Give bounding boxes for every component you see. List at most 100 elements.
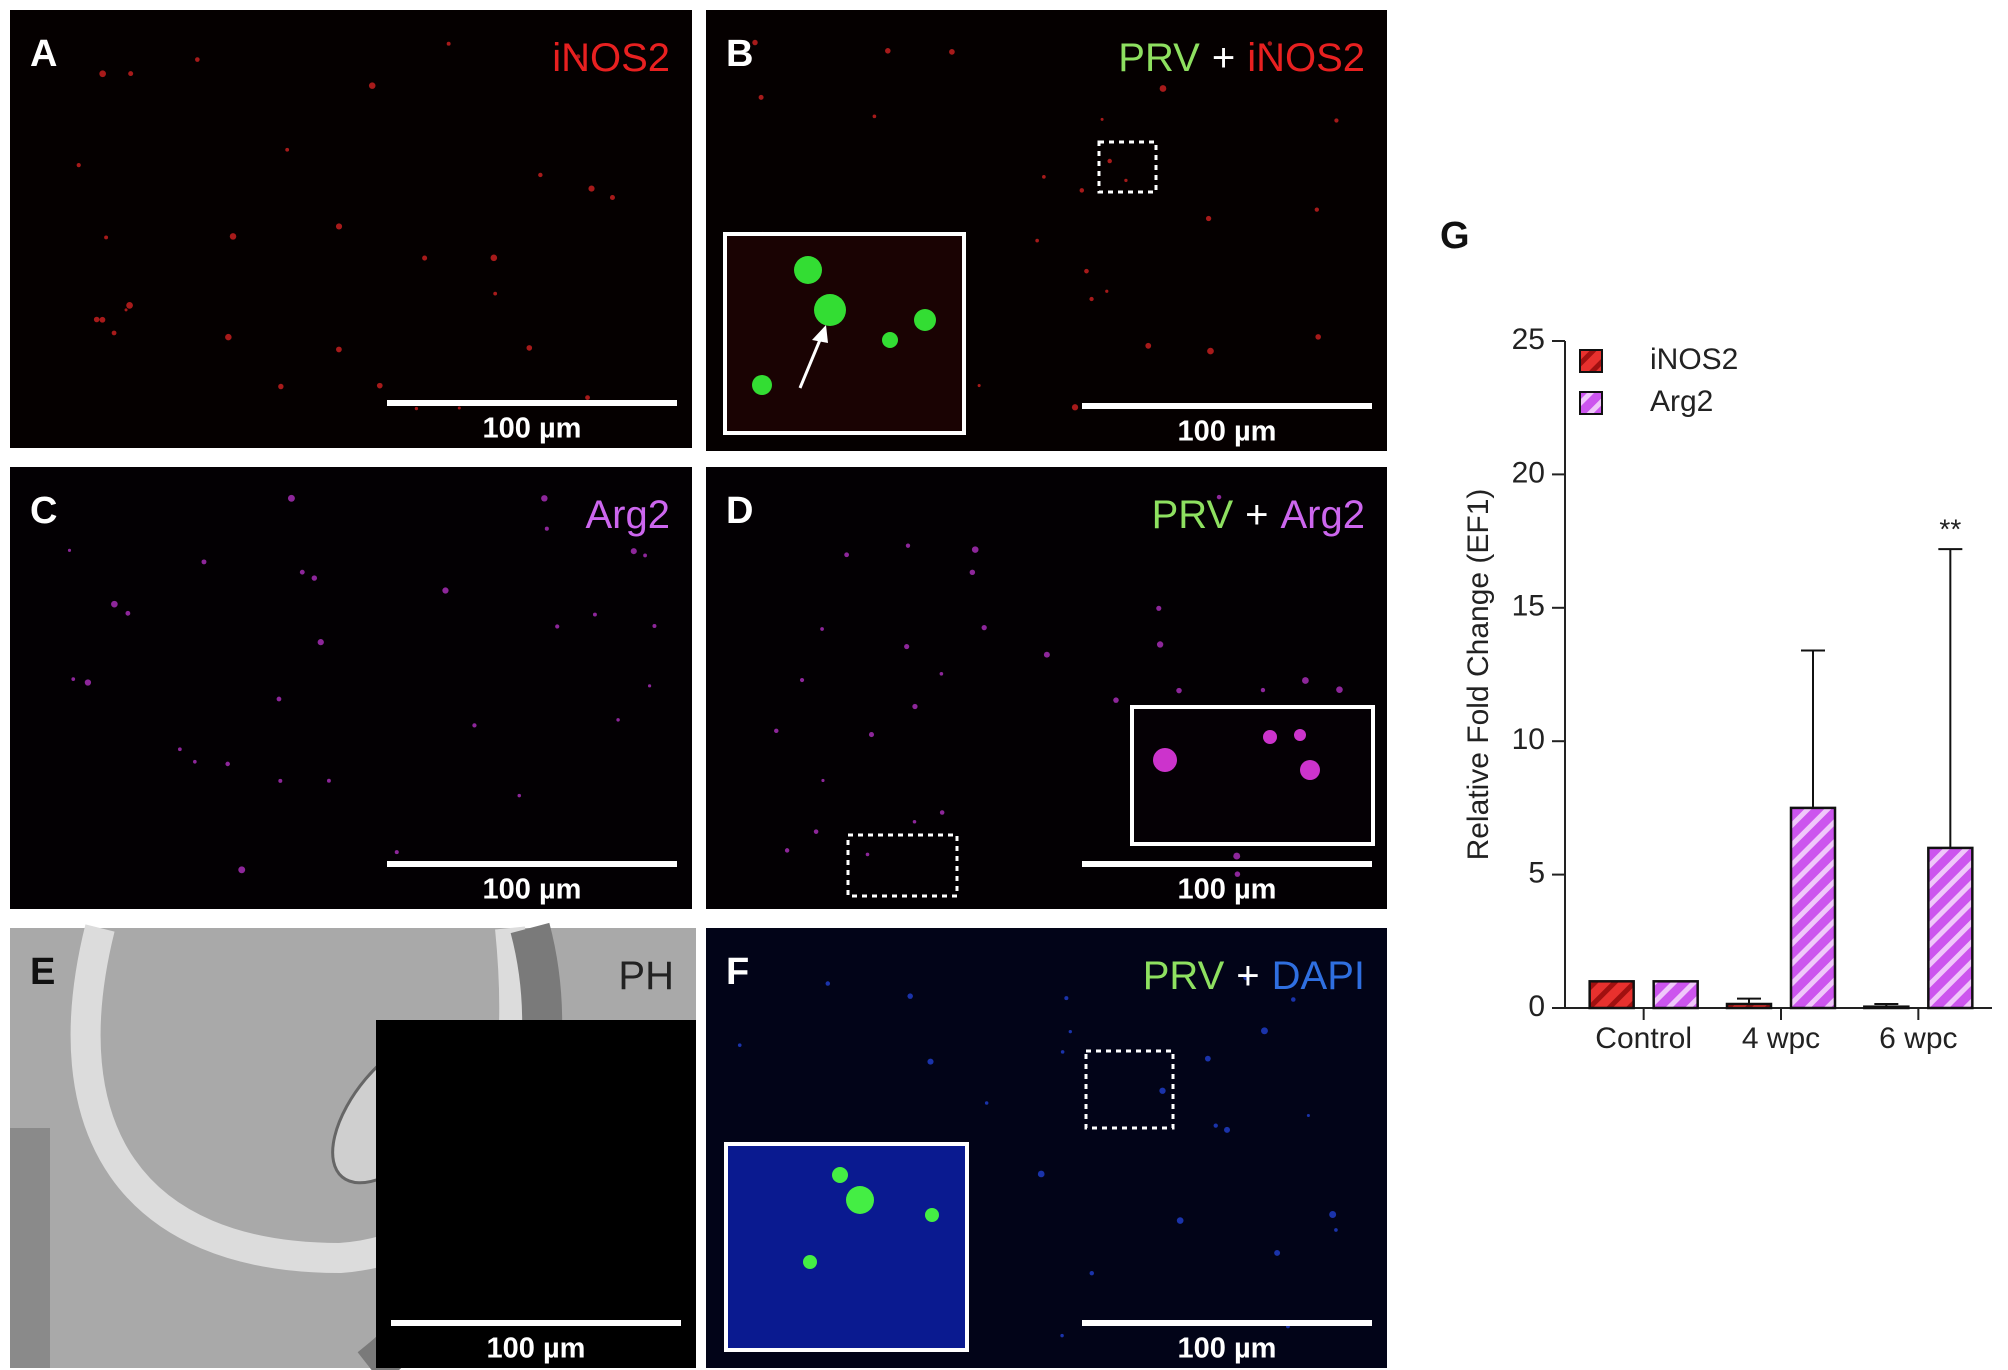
signal-dot	[229, 233, 237, 240]
channel-label-part: PRV	[1152, 493, 1234, 537]
signal-dot	[1315, 334, 1321, 340]
signal-dot	[825, 981, 831, 986]
signal-dot	[774, 728, 779, 734]
signal-dot	[1043, 651, 1050, 658]
zoom-region	[846, 833, 959, 898]
signal-dot	[912, 819, 917, 824]
inset	[723, 232, 966, 435]
scale-bar-label: 100 µm	[487, 1333, 586, 1365]
channel-label-part: +	[1245, 493, 1268, 537]
signal-dot	[905, 543, 911, 548]
signal-dot	[126, 302, 133, 309]
inset-signal	[1294, 729, 1306, 741]
signal-dot	[758, 94, 764, 100]
y-tick-label: 0	[1528, 990, 1545, 1023]
channel-label-part: iNOS2	[552, 36, 670, 80]
panel-letter: G	[1440, 215, 1470, 257]
scale-bar-label: 100 µm	[1178, 874, 1277, 906]
error-bar	[1938, 548, 1963, 848]
scale-bar-label: 100 µm	[1178, 1333, 1277, 1365]
signal-dot	[311, 575, 318, 581]
signal-dot	[336, 346, 342, 353]
signal-dot	[177, 747, 182, 752]
signal-dot	[422, 255, 428, 261]
signal-dot	[1336, 686, 1343, 693]
inset-signal	[1153, 748, 1177, 772]
signal-dot	[1064, 996, 1069, 1001]
inset-signal	[814, 294, 846, 326]
y-tick-label: 5	[1528, 857, 1545, 890]
signal-dot	[885, 48, 891, 54]
signal-dot	[588, 185, 595, 192]
error-bar	[1874, 1003, 1899, 1007]
signal-dot	[1071, 404, 1079, 411]
legend-label: iNOS2	[1650, 343, 1738, 376]
signal-dot	[111, 330, 117, 336]
signal-dot	[517, 793, 522, 798]
channel-label-part: Arg2	[1281, 493, 1366, 537]
scale-bar-label: 100 µm	[1178, 416, 1277, 448]
signal-dot	[1124, 178, 1128, 183]
panel-letter: C	[30, 490, 57, 532]
channel-label-part: iNOS2	[1247, 36, 1365, 80]
signal-dot	[799, 677, 805, 683]
signal-dot	[493, 291, 498, 296]
signal-dot	[1156, 641, 1164, 648]
signal-dot	[1334, 118, 1339, 123]
signal-dot	[904, 643, 910, 650]
signal-dot	[1113, 697, 1119, 703]
channel-label: PRV + DAPI	[1143, 954, 1365, 998]
signal-dot	[125, 610, 131, 616]
signal-dot	[971, 546, 979, 553]
zoom-region	[1084, 1049, 1175, 1130]
signal-dot	[647, 684, 652, 688]
signal-dot	[939, 672, 944, 676]
signal-dot	[299, 569, 305, 575]
bar	[1863, 1005, 1910, 1010]
bar	[1789, 806, 1837, 1010]
signal-dot	[784, 848, 790, 853]
panel-letter: F	[726, 951, 749, 993]
error-bar	[1737, 997, 1761, 1004]
signal-dot	[984, 1101, 989, 1105]
signal-dot	[616, 718, 620, 722]
signal-dot	[1334, 1228, 1338, 1232]
signal-dot	[1216, 494, 1222, 500]
channel-label-part: PRV	[1143, 954, 1225, 998]
signal-dot	[1068, 1030, 1072, 1034]
signal-dot	[1156, 605, 1162, 611]
bar	[1927, 846, 1974, 1010]
error-bar	[1801, 649, 1825, 808]
signal-dot	[1224, 1126, 1231, 1133]
signal-dot	[285, 147, 290, 152]
signal-dot	[1176, 1217, 1184, 1224]
y-tick-label: 10	[1512, 723, 1545, 756]
signal-dot	[872, 114, 877, 119]
signal-dot	[1243, 974, 1249, 981]
signal-dot	[1267, 41, 1273, 46]
signal-dot	[1306, 1113, 1310, 1118]
signal-dot	[949, 49, 955, 55]
signal-dot	[844, 552, 850, 558]
signal-dot	[1329, 1211, 1337, 1218]
signal-dot	[287, 494, 295, 502]
signal-dot	[609, 194, 615, 201]
signal-dot	[1042, 174, 1046, 179]
signal-dot	[128, 71, 134, 77]
signal-dot	[76, 163, 81, 168]
signal-dot	[238, 866, 246, 874]
signal-dot	[414, 406, 419, 411]
legend-swatch	[1579, 349, 1603, 373]
inset-signal	[803, 1255, 817, 1269]
inset-signal	[794, 256, 822, 284]
signal-dot	[630, 548, 637, 555]
signal-dot	[1302, 677, 1309, 684]
tissue-edge	[10, 1128, 50, 1368]
signal-dot	[1205, 215, 1212, 222]
y-tick-label: 20	[1512, 456, 1545, 489]
x-tick-label: Control	[1595, 1022, 1692, 1055]
signal-dot	[1079, 188, 1085, 193]
signal-dot	[1037, 1170, 1045, 1178]
